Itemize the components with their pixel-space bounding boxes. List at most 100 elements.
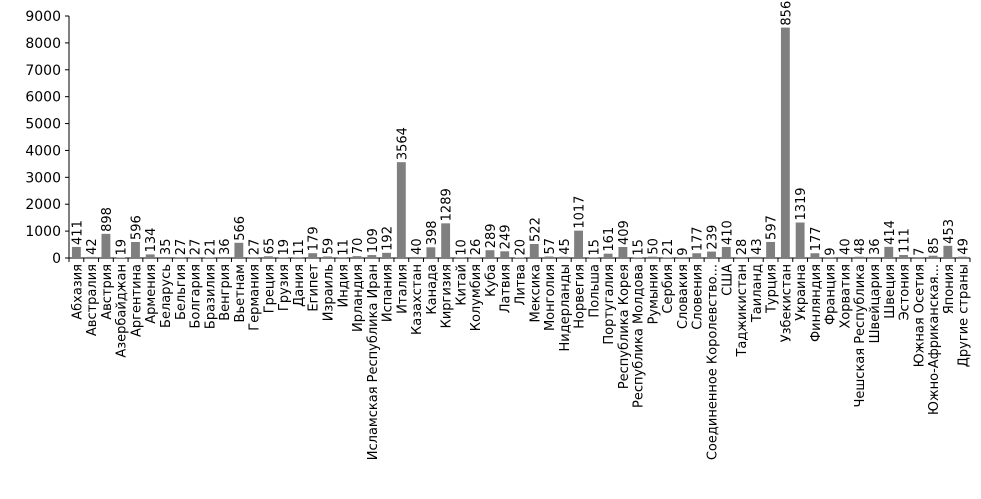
data-label: 28 [735, 239, 750, 256]
category-label: Канада [425, 264, 440, 315]
bars [71, 27, 968, 258]
bar [559, 256, 569, 258]
data-label: 40 [838, 238, 853, 255]
data-label: 49 [957, 238, 972, 255]
y-tick-labels: 0 1000 2000 3000 4000 5000 6000 7000 8000 9000 [25, 9, 61, 267]
category-label: Болгария [189, 264, 204, 329]
category-label: Южно-Африканская... [927, 264, 942, 415]
bar [692, 253, 702, 258]
category-label: Армения [144, 264, 159, 324]
bar [160, 257, 170, 258]
category-label: Сербия [661, 264, 676, 314]
data-label: 7 [912, 248, 927, 256]
data-label: 597 [765, 215, 780, 240]
data-label: 35 [159, 239, 174, 256]
y-tick-label: 1000 [25, 224, 61, 240]
data-label: 27 [189, 239, 204, 256]
category-label: Франция [824, 264, 839, 325]
data-label: 109 [366, 228, 381, 253]
category-label: Румыния [646, 264, 661, 324]
category-label: Венгрия [218, 264, 233, 321]
bar [648, 256, 657, 258]
bar [308, 253, 318, 258]
bar [603, 253, 613, 258]
category-label: Турция [765, 264, 780, 314]
data-label: 289 [484, 223, 499, 248]
bar [219, 257, 229, 258]
category-label: Азербайджан [115, 264, 130, 358]
category-label: Колумбия [469, 264, 484, 331]
category-label: США [720, 264, 735, 296]
data-label: 522 [528, 217, 543, 242]
category-label: Киргизия [440, 264, 455, 328]
data-label: 20 [514, 239, 529, 256]
category-label: Бразилия [203, 264, 218, 329]
bar [707, 251, 716, 258]
bar [101, 233, 111, 258]
data-label: 36 [218, 238, 233, 255]
y-tick-label: 2000 [25, 197, 61, 213]
data-label: 192 [381, 226, 396, 251]
bar [470, 257, 480, 258]
bar [515, 257, 524, 258]
data-label: 40 [410, 238, 425, 255]
category-label: Италия [395, 264, 410, 314]
data-label: 10 [454, 239, 469, 256]
data-label: 414 [883, 220, 898, 245]
bar [618, 247, 628, 258]
y-tick-label: 8000 [25, 36, 61, 52]
data-label: 161 [602, 227, 617, 252]
bar [574, 230, 584, 258]
category-label: Республика Молдова [632, 264, 647, 408]
category-label: Другие страны [957, 264, 972, 367]
data-label: 65 [262, 238, 277, 255]
data-label: 21 [203, 239, 218, 256]
category-label: Австралия [85, 264, 100, 336]
bar [396, 162, 406, 258]
category-label: Казахстан [410, 264, 425, 335]
data-label: 9 [824, 247, 839, 255]
bar [721, 246, 731, 258]
bar [116, 257, 126, 258]
data-label: 179 [307, 226, 322, 251]
bar [943, 245, 953, 258]
bar [411, 256, 421, 258]
category-label: Узбекистан [779, 264, 794, 342]
category-label: Таиланд [750, 264, 765, 323]
data-label: 9 [676, 247, 691, 255]
category-label: Литва [514, 264, 529, 305]
data-label: 566 [233, 216, 248, 241]
bar [662, 257, 672, 258]
data-label: 3564 [395, 127, 410, 160]
data-label: 1319 [794, 187, 809, 220]
data-label: 8569 [779, 0, 794, 26]
data-label: 59 [321, 238, 336, 255]
category-label: Чешская Республика [853, 264, 868, 408]
category-label: Ирландия [351, 264, 366, 332]
bar [426, 247, 436, 258]
data-label: 239 [706, 225, 721, 250]
bar [544, 256, 554, 258]
category-label: Монголия [543, 264, 558, 331]
bar [751, 256, 761, 258]
data-label: 36 [868, 238, 883, 255]
category-label: Португалия [602, 264, 617, 345]
category-label: Бельгия [174, 264, 189, 320]
bar [795, 222, 805, 258]
bar [884, 246, 894, 258]
data-label: 249 [499, 224, 514, 249]
data-label: 177 [691, 226, 706, 251]
data-label: 409 [617, 220, 632, 245]
category-label: Хорватия [838, 264, 853, 329]
category-label: Финляндия [809, 264, 824, 342]
data-label: 85 [927, 237, 942, 254]
bar [175, 257, 185, 258]
category-label: Испания [381, 264, 396, 322]
bar [854, 256, 864, 258]
bar [382, 252, 391, 258]
category-label: Нидерланды [558, 264, 573, 352]
data-label: 48 [853, 238, 868, 255]
category-label: Австрия [100, 264, 115, 320]
category-label: Израиль [321, 264, 336, 321]
